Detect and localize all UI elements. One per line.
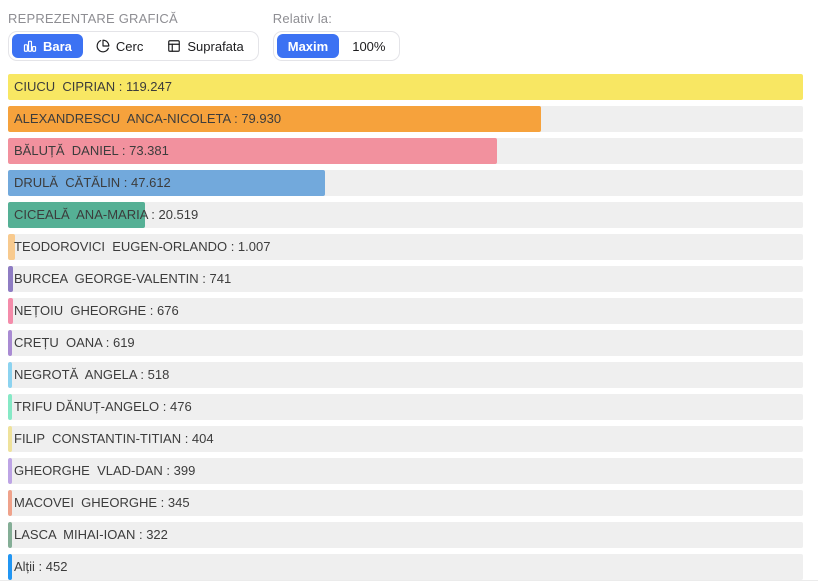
bar xyxy=(8,170,326,196)
bar-row: LASCA MIHAI-IOAN : 322 xyxy=(8,522,803,548)
bar-label: CICEALĂ ANA-MARIA : 20.519 xyxy=(14,207,199,222)
bar xyxy=(8,106,541,132)
toolbar: REPREZENTARE GRAFICĂ Bara Cerc Suprafata R… xyxy=(0,0,818,61)
bar xyxy=(8,522,12,548)
chart-type-section: REPREZENTARE GRAFICĂ Bara Cerc Suprafata xyxy=(8,11,259,61)
bar xyxy=(8,298,13,324)
bar-row: Alții : 452 xyxy=(8,554,803,580)
chart-type-button-cerc[interactable]: Cerc xyxy=(85,34,154,58)
bar-label: BURCEA GEORGE-VALENTIN : 741 xyxy=(14,271,232,286)
relative-to-button-100[interactable]: 100% xyxy=(341,34,396,58)
chart-type-button-label: Cerc xyxy=(115,38,144,54)
bar-row: MACOVEI GHEORGHE : 345 xyxy=(8,490,803,516)
pie-chart-icon xyxy=(96,39,110,53)
bar-row: ALEXANDRESCU ANCA-NICOLETA : 79.930 xyxy=(8,106,803,132)
bar xyxy=(8,490,12,516)
bar-row: NEGROTĂ ANGELA : 518 xyxy=(8,362,803,388)
bar xyxy=(8,458,12,484)
bar-row: CIUCU CIPRIAN : 119.247 xyxy=(8,74,803,100)
relative-to-section: Relativ la: Maxim 100% xyxy=(272,11,401,61)
bar-label: TRIFU DĂNUȚ-ANGELO : 476 xyxy=(14,399,192,414)
grid-icon xyxy=(167,39,181,53)
bar xyxy=(8,394,12,420)
bar-label: CREȚU OANA : 619 xyxy=(14,335,135,350)
section-title: REPREZENTARE GRAFICĂ xyxy=(8,11,178,26)
relative-to-button-label: 100% xyxy=(352,38,386,54)
bar-label: Alții : 452 xyxy=(14,559,68,574)
relative-to-label: Relativ la: xyxy=(272,11,333,26)
bar-label: GHEORGHE VLAD-DAN : 399 xyxy=(14,463,196,478)
bar-row: CICEALĂ ANA-MARIA : 20.519 xyxy=(8,202,803,228)
bar-row: NEȚOIU GHEORGHE : 676 xyxy=(8,298,803,324)
bar-row: GHEORGHE VLAD-DAN : 399 xyxy=(8,458,803,484)
bar-row: BĂLUȚĂ DANIEL : 73.381 xyxy=(8,138,803,164)
bar xyxy=(8,138,498,164)
relative-to-button-label: Maxim xyxy=(287,38,329,54)
bottom-divider xyxy=(0,580,818,581)
relative-to-group: Maxim 100% xyxy=(272,31,401,61)
bar xyxy=(8,362,12,388)
bar-label: TEODOROVICI EUGEN-ORLANDO : 1.007 xyxy=(14,239,271,254)
bar xyxy=(8,330,13,356)
bar-label: LASCA MIHAI-IOAN : 322 xyxy=(14,527,168,542)
bar-label: NEȚOIU GHEORGHE : 676 xyxy=(14,303,179,318)
bar-label: ALEXANDRESCU ANCA-NICOLETA : 79.930 xyxy=(14,111,282,126)
bar xyxy=(8,426,12,452)
bar-label: DRULĂ CĂTĂLIN : 47.612 xyxy=(14,175,171,190)
bar xyxy=(8,202,145,228)
bar-row: TEODOROVICI EUGEN-ORLANDO : 1.007 xyxy=(8,234,803,260)
bar-label: CIUCU CIPRIAN : 119.247 xyxy=(14,79,172,94)
bar-row: FILIP CONSTANTIN-TITIAN : 404 xyxy=(8,426,803,452)
bar-row: TRIFU DĂNUȚ-ANGELO : 476 xyxy=(8,394,803,420)
bar-chart: CIUCU CIPRIAN : 119.247 ALEXANDRESCU ANCA… xyxy=(8,74,803,580)
bar-label: FILIP CONSTANTIN-TITIAN : 404 xyxy=(14,431,214,446)
chart-type-button-label: Suprafata xyxy=(187,38,244,54)
bar-row: CREȚU OANA : 619 xyxy=(8,330,803,356)
chart-type-button-bara[interactable]: Bara xyxy=(12,34,83,58)
bar-row: DRULĂ CĂTĂLIN : 47.612 xyxy=(8,170,803,196)
bar-label: BĂLUȚĂ DANIEL : 73.381 xyxy=(14,143,169,158)
bar-label: NEGROTĂ ANGELA : 518 xyxy=(14,367,170,382)
bar xyxy=(8,234,15,260)
relative-to-button-maxim[interactable]: Maxim xyxy=(276,34,340,58)
chart-type-group: Bara Cerc Suprafata xyxy=(8,31,259,61)
bar xyxy=(8,266,13,292)
bar-row: BURCEA GEORGE-VALENTIN : 741 xyxy=(8,266,803,292)
bar xyxy=(8,554,12,580)
bar-chart-icon xyxy=(23,39,37,53)
chart-type-button-suprafata[interactable]: Suprafata xyxy=(156,34,254,58)
chart-type-button-label: Bara xyxy=(43,38,72,54)
bar xyxy=(8,74,803,100)
bar-label: MACOVEI GHEORGHE : 345 xyxy=(14,495,190,510)
